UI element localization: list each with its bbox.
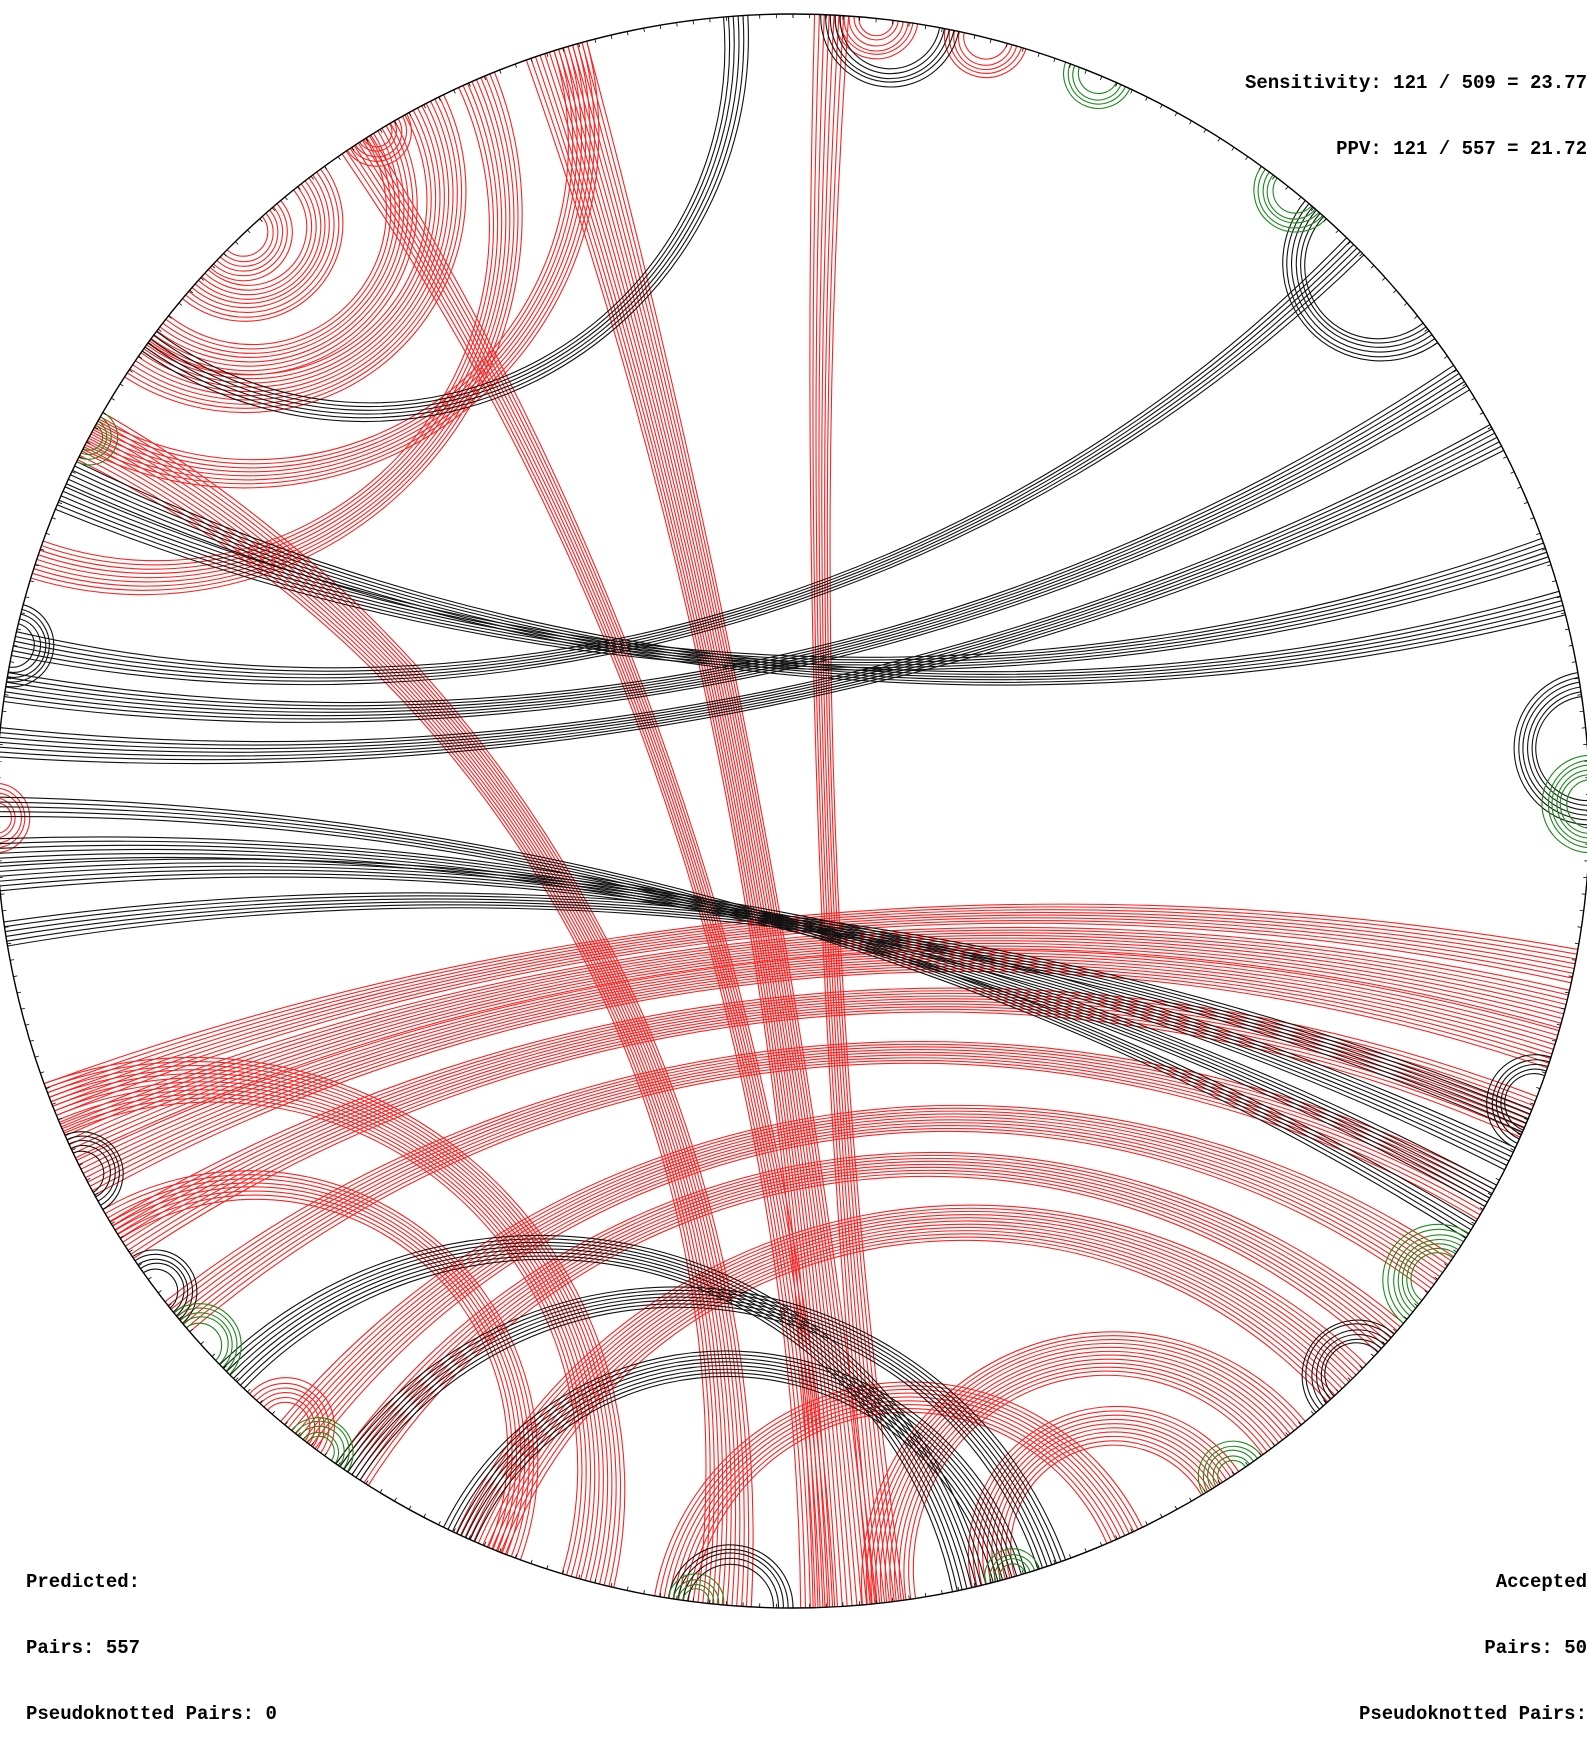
base-pair-arc: [125, 95, 466, 413]
base-pair-arc: [32, 74, 518, 590]
helix-19: [125, 95, 466, 413]
base-pair-arc: [501, 1237, 1332, 1552]
base-pair-arc: [14, 245, 1353, 675]
base-pair-arc: [186, 169, 339, 317]
base-pair-arc: [40, 84, 498, 570]
base-pair-arc: [148, 121, 417, 375]
base-pair-arc: [100, 417, 748, 1607]
predicted-legend: Predicted: Pairs: 557 Pseudoknotted Pair…: [26, 1527, 277, 1747]
helix-29: [0, 859, 1515, 1170]
base-pair-arc: [0, 433, 1495, 748]
base-pair-arc: [8, 365, 1454, 702]
base-pair-arc: [1302, 1320, 1394, 1412]
predicted-heading: Predicted:: [26, 1571, 277, 1593]
base-pair-arc: [151, 123, 413, 370]
base-pair-arc: [177, 1052, 1487, 1317]
base-pair-arc: [151, 16, 735, 410]
accepted-pairs: Pairs: 50: [1359, 1637, 1587, 1659]
base-pair-arc: [85, 42, 594, 483]
base-pair-arc: [1073, 66, 1121, 101]
helix-22: [210, 201, 292, 281]
base-pair-arc: [1536, 697, 1587, 801]
helix-58: [1064, 62, 1130, 108]
base-pair-arc: [227, 216, 268, 256]
base-pair-arc: [224, 213, 274, 261]
base-pair-arc: [51, 1074, 608, 1583]
helix-54: [668, 1574, 723, 1605]
helix-2: [77, 950, 1559, 1195]
base-pair-arc: [35, 78, 510, 582]
base-pair-arc: [38, 82, 501, 574]
base-pair-arc: [536, 57, 823, 1608]
base-pair-arc: [0, 425, 1490, 742]
helix-11: [810, 14, 904, 1604]
base-pair-arc: [949, 30, 1021, 74]
helix-21: [183, 166, 343, 321]
base-pair-arc: [688, 1564, 774, 1607]
base-pair-arc: [77, 950, 1559, 1160]
base-pair-arc: [63, 491, 1544, 660]
helix-25: [944, 29, 1026, 78]
base-pair-arc: [171, 1047, 1492, 1309]
base-pair-arc: [352, 1164, 1391, 1474]
helix-50: [1542, 755, 1587, 852]
predicted-pseudoknots: Pseudoknotted Pairs: 0: [26, 1703, 277, 1725]
base-pair-arc: [1305, 216, 1424, 338]
base-pair-arc: [0, 442, 1499, 756]
helix-56: [174, 1304, 242, 1375]
base-pair-arc: [1287, 204, 1435, 357]
circle-plot: [0, 0, 1587, 1622]
base-pair-arc: [0, 793, 21, 843]
base-pair-arc: [115, 1191, 516, 1551]
base-pair-arc: [1317, 1335, 1385, 1403]
base-pair-arc: [210, 201, 292, 281]
base-pair-arc: [1296, 210, 1429, 347]
helix-49: [132, 1250, 197, 1323]
base-pair-arc: [65, 487, 1542, 658]
base-pair-arc: [307, 1436, 335, 1460]
base-pair-arc: [964, 33, 1008, 59]
helix-47: [1283, 201, 1438, 361]
sensitivity-text: Sensitivity: 121 / 509 = 23.77: [1245, 72, 1587, 94]
accepted-pseudoknots: Pseudoknotted Pairs:: [1359, 1703, 1587, 1725]
helix-3: [110, 988, 1537, 1258]
base-pair-arc: [138, 1259, 188, 1316]
base-pair-arc: [1532, 692, 1587, 806]
base-pair-arc: [180, 1055, 1485, 1321]
helix-42: [1514, 673, 1587, 825]
ppv-text: PPV: 121 / 557 = 21.72: [1245, 138, 1587, 160]
helix-arcs: [0, 14, 1587, 1608]
base-pair-arc: [103, 413, 753, 1607]
base-pair-arc: [268, 1402, 310, 1441]
base-pair-arc: [169, 138, 387, 344]
base-pair-arc: [61, 496, 1545, 663]
base-pair-arc: [174, 1050, 1490, 1313]
accepted-legend: Accepted Pairs: 50 Pseudoknotted Pairs:: [1359, 1527, 1587, 1747]
base-pair-arc: [1312, 1330, 1388, 1406]
base-pair-arc: [683, 1558, 779, 1608]
base-pair-arc: [866, 1336, 1301, 1605]
helix-55: [291, 1418, 353, 1472]
helix-43: [1302, 1320, 1394, 1412]
base-pair-arc: [213, 204, 287, 276]
base-pair-arc: [1548, 760, 1587, 848]
base-pair-arc: [145, 16, 744, 418]
stats-panel: Sensitivity: 121 / 509 = 23.77 PPV: 121 …: [1245, 28, 1587, 182]
helix-32: [220, 1235, 986, 1591]
accepted-heading: Accepted: [1359, 1571, 1587, 1593]
base-pair-arc: [189, 172, 334, 312]
base-pair-arc: [59, 500, 1547, 665]
helix-20: [148, 121, 417, 375]
base-pair-arc: [295, 1421, 349, 1469]
predicted-pairs: Pairs: 557: [26, 1637, 277, 1659]
base-pair-arc: [1218, 1460, 1246, 1483]
base-pair-arc: [344, 1158, 1397, 1469]
